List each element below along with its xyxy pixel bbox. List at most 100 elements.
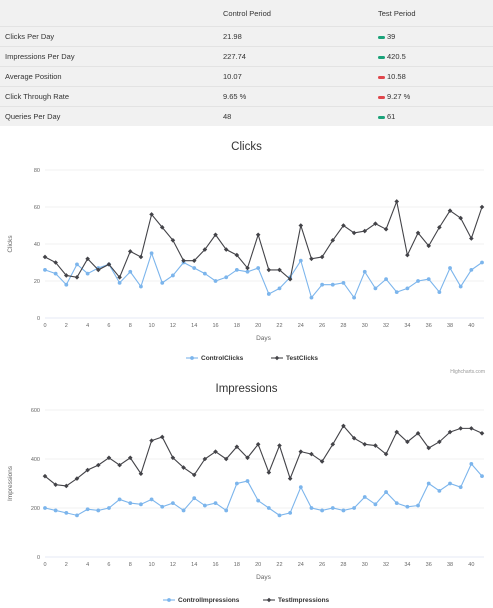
- x-tick-label: 30: [362, 323, 368, 329]
- data-point: [234, 268, 239, 272]
- data-point: [383, 451, 389, 457]
- highcharts-credits[interactable]: Highcharts.com: [450, 369, 485, 375]
- legend-item[interactable]: ControlClicks: [201, 355, 244, 362]
- legend-symbol-marker: [274, 355, 280, 361]
- data-point: [234, 252, 240, 258]
- x-tick-label: 34: [404, 562, 410, 568]
- data-point: [266, 292, 271, 296]
- data-point: [394, 501, 399, 505]
- data-point: [373, 286, 378, 291]
- data-point: [287, 476, 293, 481]
- x-tick-label: 14: [191, 562, 197, 568]
- data-point: [416, 279, 420, 283]
- test-value: 420.5: [387, 52, 406, 61]
- data-point: [341, 280, 346, 285]
- data-point: [159, 434, 165, 440]
- metric-label: Click Through Rate: [0, 86, 218, 107]
- data-point: [213, 232, 218, 238]
- data-point: [330, 282, 335, 287]
- data-point: [352, 506, 356, 510]
- data-point: [394, 199, 400, 204]
- data-point: [362, 495, 367, 499]
- data-point: [234, 444, 240, 450]
- data-point: [95, 267, 101, 273]
- data-point: [159, 225, 165, 230]
- data-point: [74, 476, 80, 481]
- x-tick-label: 6: [107, 562, 110, 568]
- data-point: [53, 271, 58, 276]
- x-tick-label: 32: [383, 562, 389, 568]
- metric-label: Queries Per Day: [0, 106, 218, 126]
- legend-item[interactable]: TestClicks: [286, 355, 318, 362]
- x-tick-label: 0: [43, 323, 46, 329]
- data-point: [479, 430, 485, 436]
- data-point: [106, 455, 112, 461]
- summary-header-row: Control Period Test Period: [0, 0, 493, 27]
- x-tick-label: 14: [191, 323, 197, 329]
- data-point: [224, 275, 229, 280]
- data-point: [256, 266, 261, 270]
- x-tick-label: 16: [212, 323, 218, 329]
- metric-label: Clicks Per Day: [0, 26, 218, 47]
- data-point: [191, 258, 197, 263]
- data-point: [330, 506, 335, 510]
- summary-table: Control Period Test Period Clicks Per Da…: [0, 0, 493, 126]
- data-point: [426, 445, 432, 451]
- data-point: [139, 284, 143, 289]
- data-point: [437, 439, 442, 445]
- data-point: [171, 501, 175, 505]
- data-point: [96, 508, 101, 513]
- data-point: [352, 295, 356, 300]
- x-tick-label: 20: [255, 562, 261, 568]
- header-control-period: Control Period: [223, 8, 271, 18]
- y-tick-label: 0: [37, 316, 40, 322]
- test-value-cell: 420.5: [373, 46, 493, 67]
- data-point: [458, 426, 463, 431]
- x-tick-label: 16: [212, 562, 218, 568]
- data-point: [149, 497, 154, 502]
- x-tick-label: 22: [276, 323, 282, 329]
- data-point: [106, 262, 112, 267]
- legend-symbol-marker: [167, 598, 171, 602]
- legend-symbol-marker: [190, 356, 194, 360]
- header-test-period: Test Period: [378, 8, 416, 18]
- data-point: [85, 507, 90, 512]
- status-indicator: [378, 75, 385, 79]
- data-point: [458, 284, 463, 289]
- legend-item[interactable]: TestImpressions: [278, 597, 330, 604]
- status-indicator: [378, 115, 385, 119]
- data-point: [373, 443, 378, 448]
- header-metric: [0, 0, 218, 27]
- data-point: [64, 282, 69, 287]
- metric-label: Impressions Per Day: [0, 46, 218, 67]
- data-point: [469, 236, 474, 241]
- data-point: [85, 271, 90, 276]
- status-indicator: [378, 95, 385, 99]
- data-point: [480, 260, 484, 265]
- status-indicator: [378, 55, 385, 59]
- series-line: [44, 251, 483, 299]
- control-value: 10.07: [218, 66, 373, 87]
- data-point: [277, 443, 282, 448]
- legend-item[interactable]: ControlImpressions: [178, 597, 240, 604]
- data-point: [426, 277, 431, 282]
- data-point: [287, 276, 293, 282]
- x-tick-label: 28: [340, 323, 346, 329]
- data-point: [416, 503, 420, 508]
- data-point: [128, 501, 133, 505]
- data-point: [64, 511, 69, 515]
- test-value: 10.58: [387, 72, 406, 81]
- data-point: [149, 438, 154, 443]
- data-point: [405, 252, 410, 258]
- metric-label: Average Position: [0, 66, 218, 87]
- data-point: [298, 449, 304, 454]
- data-point: [245, 265, 250, 271]
- x-tick-label: 38: [447, 323, 453, 329]
- data-point: [117, 497, 122, 502]
- data-point: [480, 474, 484, 479]
- legend-symbol-marker: [266, 597, 272, 603]
- data-point: [117, 280, 122, 285]
- data-point: [245, 479, 250, 483]
- data-point: [277, 286, 282, 291]
